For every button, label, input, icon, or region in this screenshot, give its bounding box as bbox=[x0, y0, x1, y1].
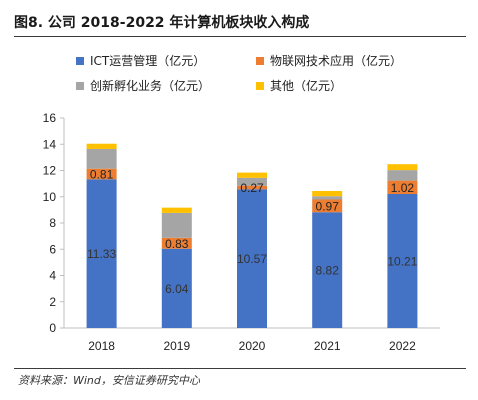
legend-label-incubation: 创新孵化业务（亿元） bbox=[90, 79, 211, 93]
legend-label-other: 其他（亿元） bbox=[270, 79, 343, 93]
legend-label-iot: 物联网技术应用（亿元） bbox=[270, 54, 403, 68]
x-tick-label: 2018 bbox=[88, 339, 115, 353]
bar-labels: 11.33 0.81 6.04 0.83 10.57 0.27 8.82 0.97 10.21 1… bbox=[87, 167, 418, 295]
bar-data-label: 0.83 bbox=[165, 237, 189, 251]
legend-label-ict: ICT运营管理（亿元） bbox=[90, 54, 206, 68]
bar-data-label: 10.57 bbox=[237, 252, 267, 266]
figure-title: 图8. 公司 2018-2022 年计算机板块收入构成 bbox=[14, 15, 310, 31]
y-tick-label: 8 bbox=[49, 216, 56, 230]
bar-data-label: 11.33 bbox=[87, 247, 116, 261]
source-divider bbox=[14, 368, 466, 369]
bar-data-label: 6.04 bbox=[165, 282, 189, 296]
bar-data-label: 0.97 bbox=[316, 199, 340, 213]
y-tick-label: 0 bbox=[49, 321, 56, 335]
legend-swatch-iot bbox=[256, 56, 264, 65]
bar-segment bbox=[86, 143, 117, 149]
bar-segment bbox=[161, 212, 192, 238]
y-tick-label: 14 bbox=[43, 137, 57, 151]
y-tick-label: 4 bbox=[49, 269, 56, 283]
x-tick-label: 2019 bbox=[163, 339, 190, 353]
y-axis: 0 2 4 6 8 10 12 14 16 bbox=[43, 111, 65, 335]
bar-segment bbox=[312, 196, 343, 200]
title-divider bbox=[14, 36, 466, 37]
bars bbox=[86, 143, 418, 328]
y-tick-label: 6 bbox=[49, 242, 56, 256]
legend-item-iot: 物联网技术应用（亿元） bbox=[256, 52, 402, 69]
bar-segment bbox=[237, 189, 267, 328]
bar-segment bbox=[387, 193, 418, 328]
bar-segment bbox=[86, 179, 117, 328]
bar-segment bbox=[312, 212, 343, 328]
x-tick-label: 2020 bbox=[239, 339, 266, 353]
bar-data-label: 10.21 bbox=[387, 254, 417, 268]
bar-segment bbox=[387, 180, 418, 194]
bar-data-label: 1.02 bbox=[391, 181, 415, 195]
x-axis: 2018 2019 2020 2021 2022 bbox=[64, 327, 440, 353]
y-tick-label: 12 bbox=[43, 164, 57, 178]
bar-segment bbox=[237, 172, 267, 178]
x-tick-label: 2021 bbox=[314, 339, 341, 353]
bar-data-label: 8.82 bbox=[316, 264, 340, 278]
legend-swatch-other bbox=[256, 81, 264, 90]
bar-segment bbox=[312, 190, 343, 197]
bar-segment bbox=[86, 168, 117, 180]
bar-segment bbox=[86, 148, 117, 169]
legend-item-other: 其他（亿元） bbox=[256, 77, 342, 94]
legend-swatch-ict bbox=[76, 56, 84, 65]
bar-segment bbox=[161, 207, 192, 213]
figure-title-row: 图8. 公司 2018-2022 年计算机板块收入构成 bbox=[14, 12, 466, 34]
bar-segment bbox=[237, 185, 267, 190]
bar-segment bbox=[387, 170, 418, 181]
bar-data-label: 0.81 bbox=[90, 167, 114, 181]
legend-item-ict: ICT运营管理（亿元） bbox=[76, 52, 205, 69]
y-tick-label: 10 bbox=[43, 190, 57, 204]
x-tick-label: 2022 bbox=[389, 339, 416, 353]
bar-segment bbox=[312, 199, 343, 213]
bar-data-label: 0.27 bbox=[240, 181, 264, 195]
legend-swatch-incubation bbox=[76, 81, 84, 90]
bar-segment bbox=[161, 237, 192, 249]
y-tick-label: 2 bbox=[49, 295, 56, 309]
y-tick-label: 16 bbox=[43, 111, 57, 125]
legend-item-incubation: 创新孵化业务（亿元） bbox=[76, 77, 210, 94]
bar-segment bbox=[237, 177, 267, 186]
bar-segment bbox=[387, 164, 418, 171]
source-note: 资料来源：Wind，安信证券研究中心 bbox=[18, 374, 200, 387]
bar-segment bbox=[161, 248, 192, 328]
